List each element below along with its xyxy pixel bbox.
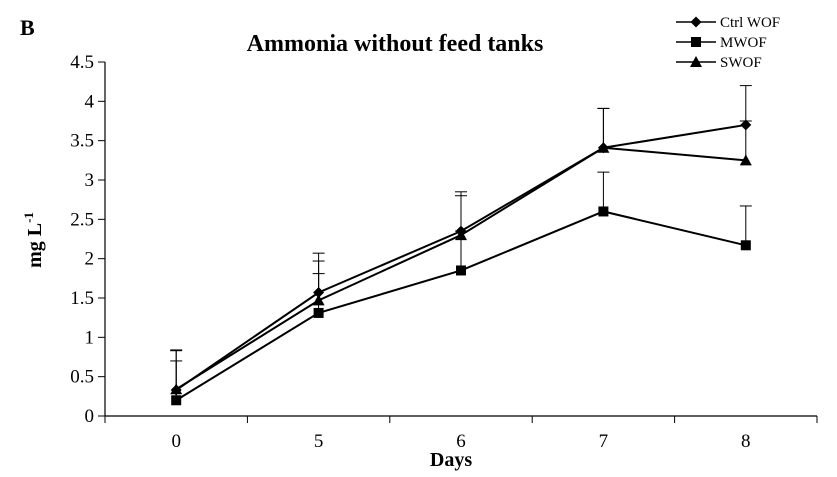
data-point-swof [170, 383, 183, 395]
legend-entry-ctrl-wof: Ctrl WOF [720, 15, 780, 31]
y-tick-label: 4.5 [70, 52, 94, 73]
legend-marker-mwof [691, 37, 701, 47]
y-tick-label: 3 [85, 170, 95, 191]
data-point-swof [739, 154, 752, 166]
legend-entry-swof: SWOF [720, 55, 762, 71]
data-point-mwof [171, 395, 182, 406]
y-axis-label-text: mg L [24, 223, 46, 268]
y-tick-label: 0 [85, 406, 95, 427]
x-axis-label: Days [430, 449, 472, 471]
legend-entry-mwof: MWOF [720, 35, 767, 51]
x-tick-label: 8 [741, 431, 751, 452]
x-axis-ticks: 0 5 6 7 8 [104, 416, 818, 452]
data-markers [170, 119, 752, 406]
y-tick-label: 1.5 [70, 288, 94, 309]
panel-label: B [20, 15, 35, 40]
x-tick-label: 7 [599, 431, 609, 452]
data-point-mwof [456, 265, 466, 276]
legend: Ctrl WOF MWOF SWOF [676, 15, 780, 71]
y-tick-label: 1 [85, 327, 95, 348]
error-bars [170, 85, 752, 401]
x-tick-label: 5 [314, 431, 324, 452]
data-point-ctrl-wof [313, 286, 325, 298]
data-point-mwof [598, 206, 609, 217]
data-point-mwof [313, 307, 324, 318]
y-tick-label: 2 [85, 249, 95, 270]
data-point-swof [312, 294, 325, 306]
axes [104, 62, 817, 417]
y-tick-label: 4 [85, 91, 95, 112]
legend-marker-swof [690, 56, 702, 67]
data-point-swof [597, 141, 610, 153]
data-point-ctrl-wof [740, 119, 752, 131]
y-tick-label: 0.5 [70, 367, 94, 388]
y-axis-label-superscript: -1 [21, 212, 36, 223]
x-tick-label: 0 [171, 431, 181, 452]
data-point-swof [455, 229, 467, 241]
x-tick-label: 6 [456, 431, 466, 452]
chart-title: Ammonia without feed tanks [247, 31, 544, 57]
legend-marker-ctrl-wof [690, 16, 702, 28]
y-tick-label: 2.5 [70, 209, 94, 230]
y-axis-ticks: 0 0.5 1 1.5 2 2.5 3 3.5 4 4.5 [70, 52, 105, 427]
y-axis-label: mg L-1 [21, 212, 46, 268]
data-point-mwof [740, 240, 751, 251]
y-tick-label: 3.5 [70, 131, 94, 152]
